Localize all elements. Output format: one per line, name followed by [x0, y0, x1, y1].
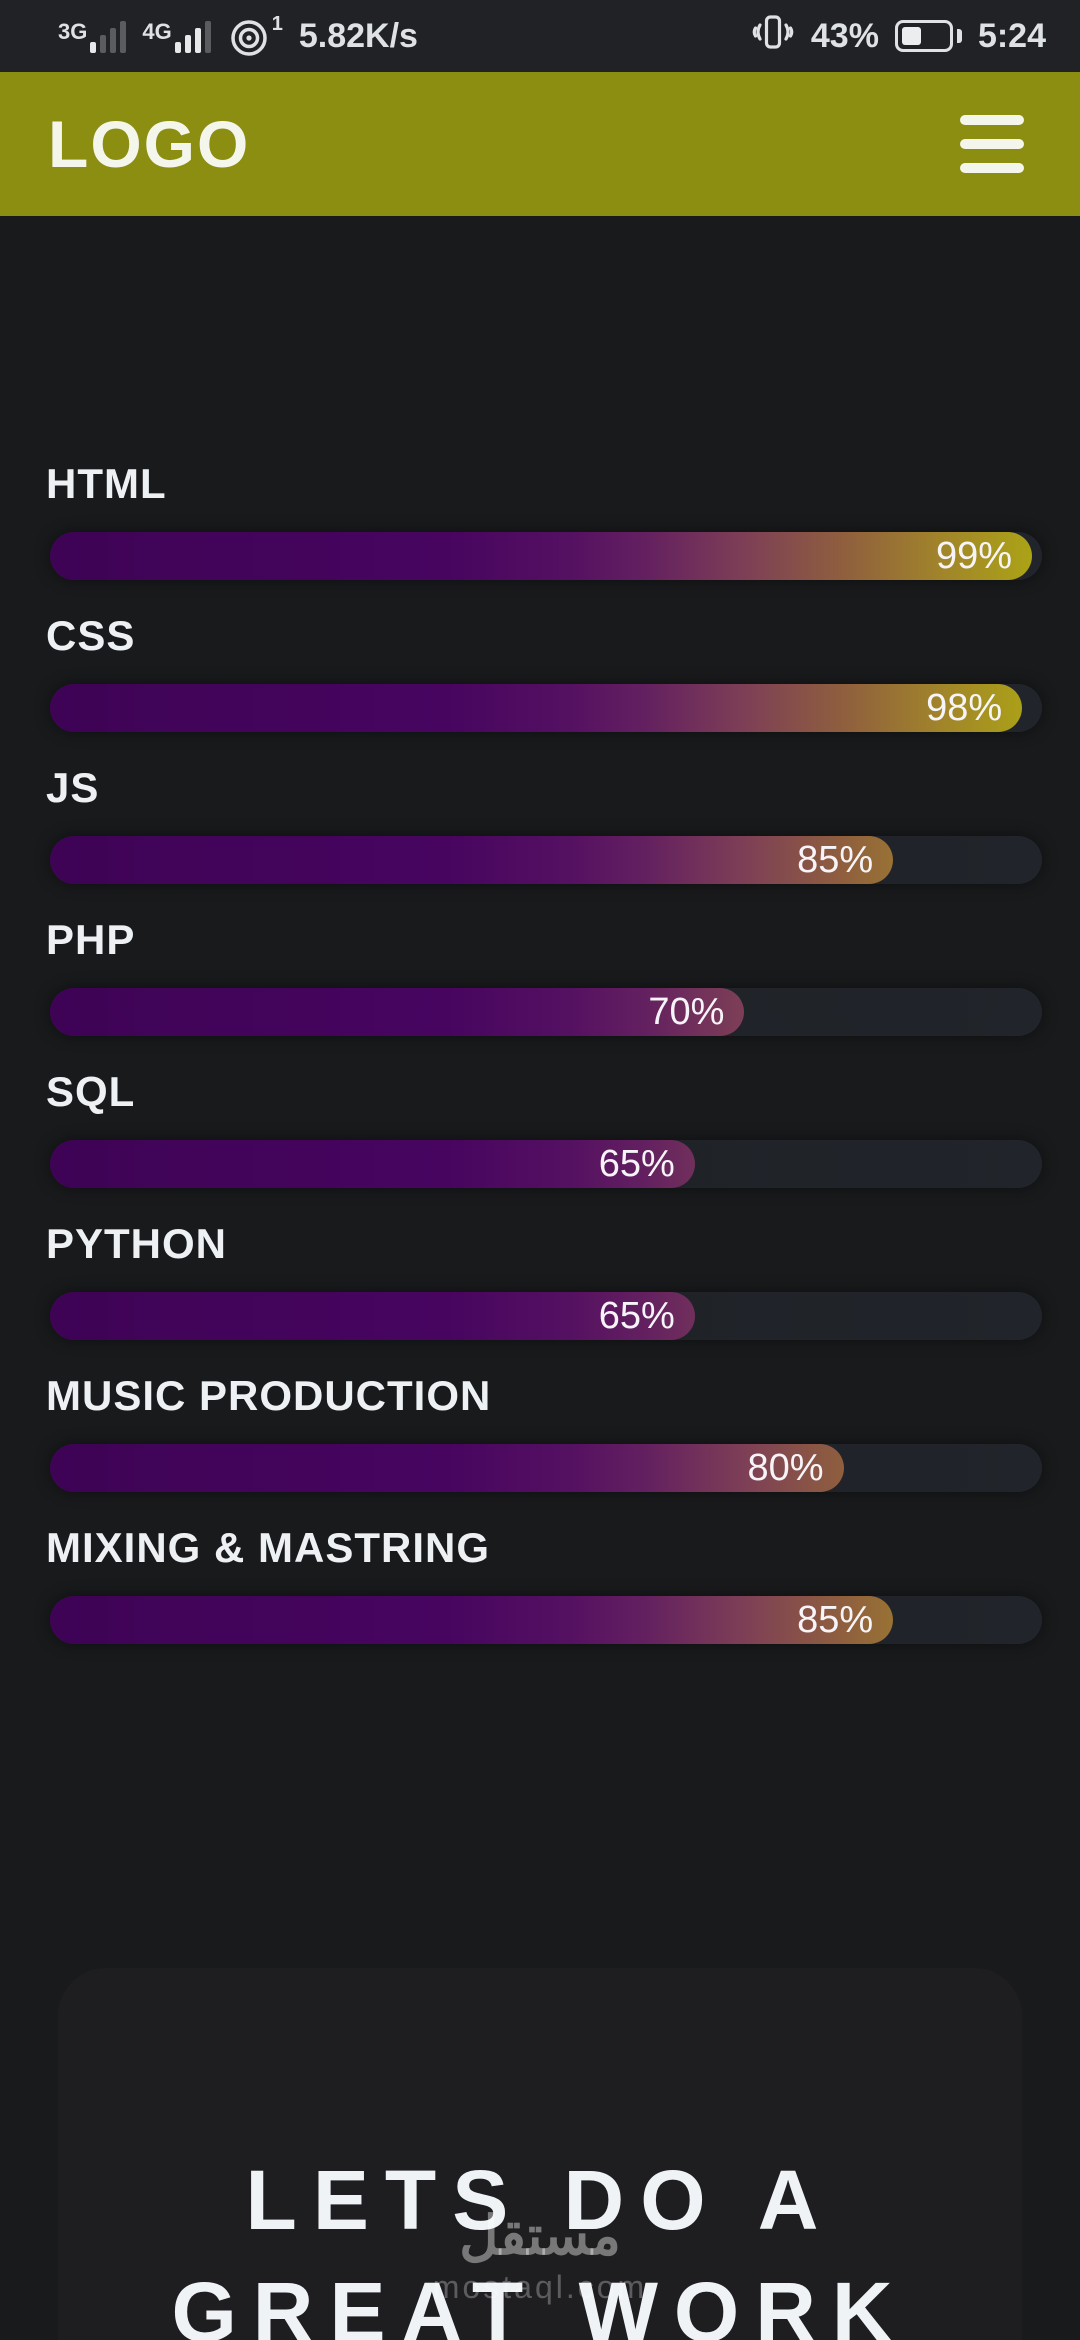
skill-progress-fill: 85%	[50, 836, 894, 884]
skill-percent: 80%	[747, 1446, 824, 1489]
skill-label: JS	[46, 764, 100, 811]
skill-label: MIXING & MASTRING	[46, 1524, 490, 1571]
sim2-network-type: 4G	[142, 19, 172, 44]
skill-progress-track: 80%	[50, 1444, 1042, 1492]
skill-percent: 70%	[648, 990, 725, 1033]
skill-progress-track: 65%	[50, 1292, 1042, 1340]
skill-progress-track: 99%	[50, 532, 1042, 580]
battery-percent: 43%	[810, 16, 879, 55]
skill-progress-fill: 98%	[50, 684, 1023, 732]
skill-progress-fill: 65%	[50, 1292, 695, 1340]
skills-list: HTML 99% CSS 98% JS 85%	[0, 460, 1080, 1644]
signal-bars-icon	[174, 19, 211, 53]
skill-progress-track: 98%	[50, 684, 1042, 732]
app-header: LOGO	[0, 72, 1080, 216]
network-speed: 5.82K/s	[298, 16, 418, 55]
skill-row: PYTHON 65%	[0, 1220, 1080, 1340]
status-bar: 3G 4G 1 5.82K/s	[0, 0, 1080, 72]
skill-row: CSS 98%	[0, 612, 1080, 732]
skill-label: PHP	[46, 916, 136, 963]
skill-percent: 98%	[926, 686, 1003, 729]
battery-icon	[894, 20, 953, 52]
sim1-signal-icon: 3G	[58, 19, 127, 53]
skill-progress-fill: 80%	[50, 1444, 844, 1492]
skill-percent: 85%	[797, 1598, 874, 1641]
skill-label: SQL	[46, 1068, 136, 1115]
cta-line-2: GREAT WORK	[171, 2265, 909, 2340]
skill-progress-track: 85%	[50, 1596, 1042, 1644]
sim2-signal-icon: 4G	[142, 19, 211, 53]
skill-progress-track: 85%	[50, 836, 1042, 884]
skill-row: HTML 99%	[0, 460, 1080, 580]
cta-card: LETS DO A GREAT WORK	[58, 1968, 1022, 2340]
skill-percent: 65%	[598, 1142, 675, 1185]
battery-fill	[901, 27, 921, 45]
signal-bars-icon	[90, 19, 127, 53]
skill-row: MIXING & MASTRING 85%	[0, 1524, 1080, 1644]
skill-label: CSS	[46, 612, 136, 659]
skill-label: MUSIC PRODUCTION	[46, 1372, 492, 1419]
skill-progress-fill: 99%	[50, 532, 1033, 580]
vibrate-icon	[751, 10, 795, 63]
skill-label: PYTHON	[46, 1220, 228, 1267]
skill-progress-fill: 85%	[50, 1596, 894, 1644]
hamburger-menu-icon[interactable]	[960, 115, 1024, 173]
skill-row: SQL 65%	[0, 1068, 1080, 1188]
skill-progress-track: 70%	[50, 988, 1042, 1036]
skill-row: MUSIC PRODUCTION 80%	[0, 1372, 1080, 1492]
clock: 5:24	[977, 16, 1046, 55]
skill-percent: 99%	[936, 534, 1013, 577]
status-left-cluster: 3G 4G 1 5.82K/s	[58, 14, 418, 58]
cta-title: LETS DO A GREAT WORK	[58, 2144, 1022, 2340]
skill-percent: 85%	[797, 838, 874, 881]
skill-progress-track: 65%	[50, 1140, 1042, 1188]
skill-percent: 65%	[598, 1294, 675, 1337]
app-logo: LOGO	[48, 107, 251, 181]
sim1-network-type: 3G	[58, 19, 88, 44]
skill-progress-fill: 70%	[50, 988, 745, 1036]
skill-row: PHP 70%	[0, 916, 1080, 1036]
cta-line-1: LETS DO A	[245, 2153, 835, 2247]
battery-nub	[956, 29, 962, 43]
hotspot-badge: 1	[271, 13, 283, 35]
skill-label: HTML	[46, 460, 167, 507]
skill-progress-fill: 65%	[50, 1140, 695, 1188]
status-right-cluster: 43% 5:24	[751, 10, 1046, 63]
hotspot-icon: 1	[227, 14, 283, 58]
skill-row: JS 85%	[0, 764, 1080, 884]
skills-section: HTML 99% CSS 98% JS 85%	[0, 216, 1080, 1644]
